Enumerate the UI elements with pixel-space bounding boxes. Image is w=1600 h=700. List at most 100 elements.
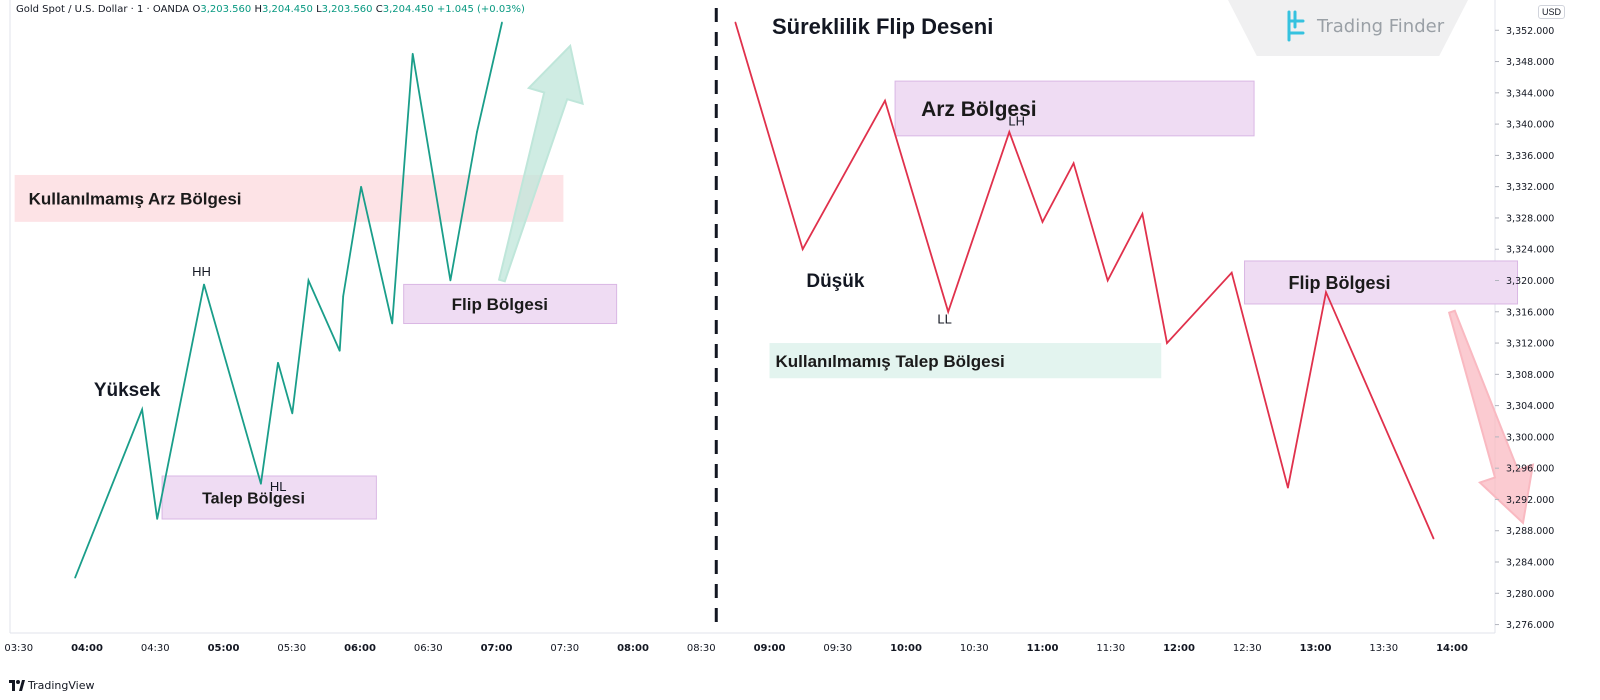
zone-2-label: Flip Bölgesi [452, 295, 548, 314]
series-0-line [74, 22, 503, 579]
annotation-5: LL [937, 312, 951, 327]
time-tick-label-16: 11:30 [1096, 643, 1125, 654]
price-tick-label-17: 3,284.000 [1506, 558, 1554, 569]
close-label: C [375, 4, 383, 15]
time-tick-label-7: 07:00 [481, 643, 513, 654]
series-1-point-12 [1325, 291, 1327, 294]
tradingview-logo-icon [9, 680, 25, 691]
price-tick-label-7: 3,324.000 [1506, 245, 1554, 256]
time-tick-label-9: 08:00 [617, 643, 649, 654]
time-tick-label-14: 10:30 [960, 643, 989, 654]
zone-5-label: Kullanılmamış Talep Bölgesi [776, 352, 1005, 371]
annotation-0: Yüksek [94, 380, 161, 401]
price-tick-label-13: 3,300.000 [1506, 432, 1554, 443]
series-0-point-7 [307, 279, 310, 282]
currency-label[interactable]: USD [1538, 5, 1566, 19]
time-tick-label-20: 13:30 [1369, 643, 1398, 654]
price-tick-label-3: 3,340.000 [1506, 120, 1554, 131]
price-tick-label-15: 3,292.000 [1506, 495, 1554, 506]
series-1-point-2 [884, 99, 886, 102]
zone-0-label: Kullanılmamış Arz Bölgesi [29, 190, 242, 209]
price-tick-label-5: 3,332.000 [1506, 182, 1554, 193]
series-0-point-3 [203, 283, 205, 286]
annotation-4: LH [1008, 114, 1025, 129]
time-tick-label-11: 09:00 [754, 643, 786, 654]
time-tick-label-13: 10:00 [890, 643, 922, 654]
low-label: L [316, 4, 322, 15]
series-0-point-8 [338, 350, 341, 352]
high-value: 3,204.450 [261, 4, 313, 15]
zone-0 [14, 174, 564, 222]
change-value: +1.045 (+0.03%) [436, 4, 525, 15]
zone-3-label: Arz Bölgesi [921, 98, 1037, 121]
price-tick-label-8: 3,320.000 [1506, 276, 1554, 287]
time-tick-label-21: 14:00 [1436, 643, 1468, 654]
price-tick-label-19: 3,276.000 [1506, 620, 1554, 631]
time-tick-label-1: 04:00 [71, 643, 103, 654]
series-1-point-6 [1072, 162, 1075, 165]
open-value: 3,203.560 [200, 4, 252, 15]
chart-title: Süreklilik Flip Deseni [772, 14, 993, 39]
annotation-3: Düşük [806, 271, 865, 292]
time-tick-label-4: 05:30 [277, 643, 306, 654]
up-direction-arrow-icon [497, 43, 584, 283]
time-tick-label-12: 09:30 [823, 643, 852, 654]
logo-text: Trading Finder [1317, 16, 1445, 37]
symbol-line[interactable]: Gold Spot / U.S. Dollar · 1 · OANDA [16, 4, 190, 15]
ohlc-header: Gold Spot / U.S. Dollar · 1 · OANDA O3,2… [16, 4, 525, 15]
price-tick-label-6: 3,328.000 [1506, 213, 1554, 224]
zone-1-label: Talep Bölgesi [202, 490, 305, 507]
time-tick-label-3: 05:00 [208, 643, 240, 654]
price-tick-label-18: 3,280.000 [1506, 589, 1554, 600]
series-0-point-9 [342, 295, 345, 297]
logo-banner [1228, 0, 1468, 56]
time-tick-label-0: 03:30 [4, 643, 33, 654]
series-0-point-11 [391, 322, 394, 325]
trading-finder-logo-icon [1287, 10, 1305, 42]
price-tick-label-14: 3,296.000 [1506, 464, 1554, 475]
zone-2 [403, 283, 618, 325]
time-tick-label-18: 12:30 [1233, 643, 1262, 654]
time-tick-label-2: 04:30 [141, 643, 170, 654]
open-label: O [192, 4, 201, 15]
time-tick-label-8: 07:30 [550, 643, 579, 654]
series-1-point-10 [1230, 271, 1233, 274]
price-tick-label-11: 3,308.000 [1506, 370, 1554, 381]
series-1-point-1 [801, 248, 804, 251]
price-tick-label-16: 3,288.000 [1506, 526, 1554, 537]
time-tick-label-15: 11:00 [1027, 643, 1059, 654]
series-0-point-6 [291, 412, 294, 415]
series-0-point-15 [501, 21, 503, 24]
series-1-point-9 [1166, 342, 1168, 344]
close-value: 3,204.450 [382, 4, 434, 15]
price-tick-label-12: 3,304.000 [1506, 401, 1554, 412]
series-1-point-8 [1141, 213, 1144, 215]
zone-5 [769, 343, 1162, 379]
series-1-point-3 [947, 310, 949, 313]
series-1-line [734, 22, 1435, 539]
series-1-point-4 [1008, 131, 1011, 133]
time-tick-label-6: 06:30 [414, 643, 443, 654]
high-label: H [254, 4, 262, 15]
zone-4-label: Flip Bölgesi [1289, 273, 1391, 293]
price-tick-label-9: 3,316.000 [1506, 307, 1554, 318]
low-value: 3,203.560 [321, 4, 373, 15]
price-tick-label-4: 3,336.000 [1506, 151, 1554, 162]
series-0-point-2 [156, 518, 158, 520]
series-1-point-13 [1432, 537, 1435, 540]
series-0-point-1 [141, 408, 143, 411]
series-0-point-4 [260, 483, 262, 485]
zone-3 [894, 80, 1255, 137]
series-0-point-12 [411, 52, 414, 55]
time-tick-label-19: 13:00 [1300, 643, 1332, 654]
time-tick-label-17: 12:00 [1163, 643, 1195, 654]
price-tick-label-1: 3,348.000 [1506, 57, 1554, 68]
price-tick-label-0: 3,352.000 [1506, 26, 1554, 37]
annotation-1: HH [192, 264, 211, 279]
series-0-point-14 [476, 131, 478, 133]
series-1-point-5 [1041, 221, 1044, 223]
price-tick-label-10: 3,312.000 [1506, 339, 1554, 350]
time-tick-label-5: 06:00 [344, 643, 376, 654]
